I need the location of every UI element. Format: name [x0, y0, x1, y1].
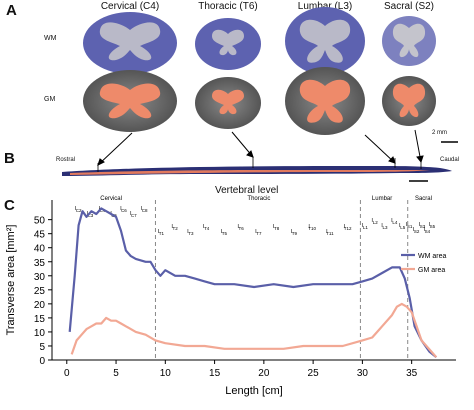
- rostral-label: Rostral: [56, 157, 76, 163]
- vertebra-label: L5: [400, 225, 406, 230]
- y-tick-label: 45: [34, 230, 46, 241]
- wm-section-cervical: [83, 12, 177, 74]
- gm-area-line: [70, 302, 438, 358]
- vertebra-label: C7: [131, 213, 137, 218]
- y-tick-label: 35: [34, 258, 46, 269]
- vertebra-label: S3: [420, 224, 426, 229]
- x-axis-label: Length [cm]: [225, 385, 282, 397]
- caudal-label: Caudal: [440, 157, 460, 163]
- scale-bar-label: 2 mm: [432, 130, 447, 136]
- vertebra-label: L2: [373, 220, 379, 225]
- vertebra-label: S5: [430, 224, 436, 229]
- y-tick-label: 40: [34, 244, 46, 255]
- vertebra-label: L1: [363, 225, 369, 230]
- gm-section-cervical: [83, 70, 177, 132]
- gm-section-sacral: [382, 76, 436, 126]
- y-tick-label: 25: [34, 286, 46, 297]
- vertebra-label: T2: [173, 226, 179, 231]
- gm-section-thoracic: [195, 77, 261, 129]
- vertebra-label: T6: [239, 226, 245, 231]
- vertebra-label: T3: [188, 231, 194, 236]
- vertebral-level-title: Vertebral level: [215, 185, 279, 196]
- panel-label-a: A: [6, 2, 17, 19]
- panel-label-c: C: [4, 197, 15, 214]
- legend-label: GM area: [418, 267, 445, 274]
- region-label: Sacral: [415, 196, 432, 202]
- vertebra-label: C6: [121, 208, 127, 213]
- y-tick-label: 30: [34, 272, 46, 283]
- vertebra-label: C3: [88, 213, 94, 218]
- vertebra-label: S1: [407, 224, 413, 229]
- vertebra-label: L4: [392, 220, 398, 225]
- y-axis-label: Transverse area [mm²]: [5, 225, 17, 336]
- y-tick-label: 20: [34, 300, 46, 311]
- y-tick-label: 50: [34, 216, 46, 227]
- x-tick-label: 20: [258, 368, 270, 379]
- vertebra-label: C2: [76, 208, 82, 213]
- region-label: Cervical: [100, 196, 122, 202]
- y-tick-label: 0: [39, 356, 45, 367]
- wm-section-thoracic: [195, 18, 261, 70]
- vertebra-label: T4: [204, 226, 210, 231]
- vertebra-label: T10: [308, 226, 316, 231]
- panel-label-b: B: [4, 150, 15, 167]
- x-tick-label: 15: [209, 368, 221, 379]
- gm-section-lumbar: [285, 67, 365, 135]
- area-chart: 0 5 10 15 20 25 30 35 40 45 50 0 5 10 15 20 25 30 35 Length…: [5, 196, 456, 397]
- x-tick-label: 25: [308, 368, 320, 379]
- region-label: Thoracic: [247, 196, 270, 202]
- spinal-cord-image: [62, 157, 452, 182]
- y-tick-label: 10: [34, 328, 46, 339]
- vertebra-label: T12: [344, 226, 352, 231]
- vertebra-label: T5: [222, 231, 228, 236]
- segment-title-cervical: Cervical (C4): [100, 1, 160, 12]
- y-tick-label: 5: [39, 342, 45, 353]
- segment-title-sacral: Sacral (S2): [383, 1, 434, 12]
- vertebra-label: C4: [99, 208, 105, 213]
- x-tick-label: 10: [160, 368, 172, 379]
- vertebra-label: T11: [326, 231, 334, 236]
- segment-title-lumbar: Lumbar (L3): [297, 1, 353, 12]
- vertebra-label: T1: [159, 231, 165, 236]
- vertebra-label: T9: [292, 231, 298, 236]
- row-label-wm: WM: [44, 35, 57, 42]
- legend-label: WM area: [418, 253, 447, 260]
- segment-title-thoracic: Thoracic (T6): [198, 1, 258, 12]
- vertebra-label: S4: [425, 229, 431, 234]
- region-label: Lumbar: [372, 196, 392, 202]
- wm-area-line: [68, 207, 437, 359]
- wm-section-lumbar: [285, 7, 365, 75]
- vertebra-label: L3: [383, 225, 389, 230]
- vertebra-label: C8: [142, 208, 148, 213]
- x-tick-label: 5: [113, 368, 119, 379]
- x-tick-label: 35: [406, 368, 418, 379]
- vertebra-label: T7: [256, 231, 262, 236]
- vertebra-label: T8: [274, 226, 280, 231]
- cross-section-images: [62, 7, 458, 182]
- x-tick-label: 0: [64, 368, 70, 379]
- vertebra-label: S2: [414, 229, 420, 234]
- wm-section-sacral: [382, 16, 436, 66]
- row-label-gm: GM: [44, 96, 56, 103]
- y-tick-label: 15: [34, 314, 46, 325]
- x-tick-label: 30: [357, 368, 369, 379]
